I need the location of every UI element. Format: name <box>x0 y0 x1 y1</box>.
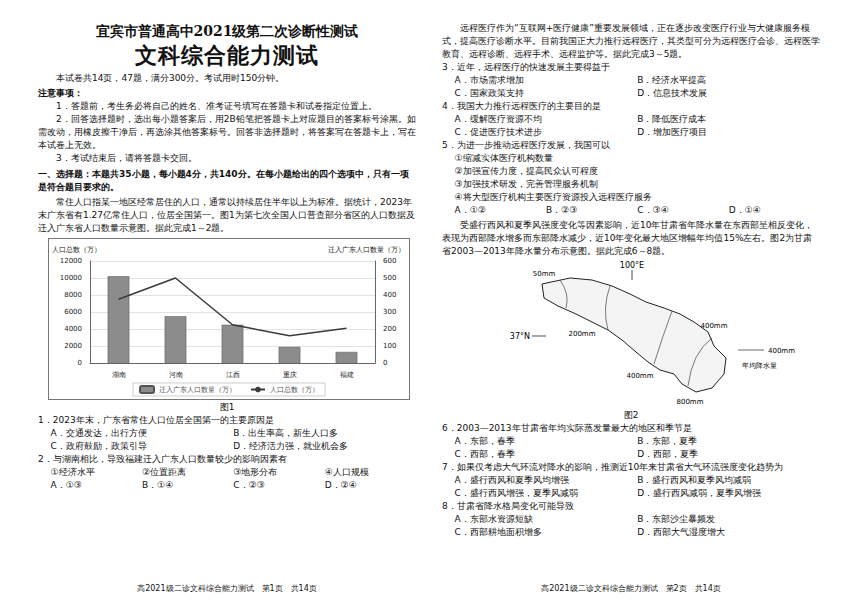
html-text:A．缓解医疗资源不均: A．缓解医疗资源不均 <box>454 114 542 124</box>
html-text:B．①④: B．①④ <box>141 480 174 490</box>
svg-text:迁入广东人口数量（万）: 迁入广东人口数量（万） <box>159 386 236 394</box>
svg-text:2000: 2000 <box>64 342 82 350</box>
html-text:7．如果仅考虑大气环流对降水的影响，推测近10年来甘肃省大气: 7．如果仅考虑大气环流对降水的影响，推测近10年来甘肃省大气环流强度变化趋势为 <box>442 462 784 472</box>
svg-text:人口总数（万）: 人口总数（万） <box>270 386 319 394</box>
svg-text:37°N: 37°N <box>510 332 530 341</box>
html-text:D．盛行西风减弱，夏季风增强: D．盛行西风减弱，夏季风增强 <box>637 488 762 498</box>
html-text:A．交通发达，出行方便: A．交通发达，出行方便 <box>50 428 147 438</box>
html-text:1．答题前，考生务必将自己的姓名、准考证号填写在答题卡和试卷: 1．答题前，考生务必将自己的姓名、准考证号填写在答题卡和试卷指定位置上。 <box>56 101 377 111</box>
svg-text:200mm: 200mm <box>569 330 596 338</box>
svg-text:迁入广东人口数量（万）: 迁入广东人口数量（万） <box>328 246 405 254</box>
html-text:6．2003—2013年甘肃省年均实际蒸发量最大的地区和季节: 6．2003—2013年甘肃省年均实际蒸发量最大的地区和季节是 <box>442 423 692 433</box>
svg-text:0: 0 <box>383 359 387 367</box>
svg-text:10000: 10000 <box>60 274 82 282</box>
svg-text:8000: 8000 <box>64 291 82 299</box>
html-text:8．甘肃省降水格局变化可能导致: 8．甘肃省降水格局变化可能导致 <box>442 501 574 511</box>
svg-text:400: 400 <box>383 291 396 299</box>
html-text:宜宾市普通高中2021级第二次诊断性测试: 宜宾市普通高中2021级第二次诊断性测试 <box>95 23 359 39</box>
html-text:A．市场需求增加: A．市场需求增加 <box>454 75 524 85</box>
html-text:①缩减实体医疗机构数量: ①缩减实体医疗机构数量 <box>454 153 553 163</box>
html-text:图2: 图2 <box>623 410 639 420</box>
html-text:远程医疗作为“互联网+医疗健康”重要发展领域，正在逐步改变医: 远程医疗作为“互联网+医疗健康”重要发展领域，正在逐步改变医疗行业与大健康服务模… <box>442 23 820 59</box>
html-text:1．2023年末，广东省常住人口位居全国第一的主要原因是: 1．2023年末，广东省常住人口位居全国第一的主要原因是 <box>38 415 274 425</box>
svg-text:400mm: 400mm <box>701 322 728 330</box>
html-text:D．①④: D．①④ <box>728 205 761 215</box>
html-text:4．我国大力推行远程医疗的主要目的是: 4．我国大力推行远程医疗的主要目的是 <box>442 101 601 111</box>
html-text:2．回答选择题时，选出每小题答案后，用2B铅笔把答题卡上对应: 2．回答选择题时，选出每小题答案后，用2B铅笔把答题卡上对应题目的答案标号涂黑。… <box>38 114 416 150</box>
html-text:C．西部，春季: C．西部，春季 <box>454 449 515 459</box>
svg-text:4000: 4000 <box>64 325 82 333</box>
html-text:A．东部，春季: A．东部，春季 <box>454 436 515 446</box>
html-text:C．促进医疗技术进步: C．促进医疗技术进步 <box>454 127 542 137</box>
html-text:B．出生率高，新生人口多: B．出生率高，新生人口多 <box>233 428 339 438</box>
html-text:3．考试结束后，请将答题卡交回。: 3．考试结束后，请将答题卡交回。 <box>56 153 197 163</box>
svg-text:500: 500 <box>383 274 396 282</box>
html-text:④将大型医疗机构主要医疗资源投入远程医疗服务: ④将大型医疗机构主要医疗资源投入远程医疗服务 <box>454 192 652 202</box>
html-text:D．西部大气湿度增大: D．西部大气湿度增大 <box>637 527 726 537</box>
svg-text:河南: 河南 <box>169 371 183 379</box>
svg-text:100°E: 100°E <box>620 261 644 270</box>
html-text:D．增加医疗项目: D．增加医疗项目 <box>637 127 708 137</box>
html-text:受盛行西风和夏季风强度变化等因素影响，近10年甘肃省年降水量: 受盛行西风和夏季风强度变化等因素影响，近10年甘肃省年降水量在东西部呈相反变化，… <box>442 220 814 256</box>
svg-text:300: 300 <box>383 308 396 316</box>
html-text:D．信息技术发展: D．信息技术发展 <box>637 88 708 98</box>
html-text:B．东部，夏季: B．东部，夏季 <box>637 436 698 446</box>
html-text:高2021级二诊文科综合能力测试 第2页 共14页: 高2021级二诊文科综合能力测试 第2页 共14页 <box>541 584 721 593</box>
html-text:③加强技术研发，完善管理服务机制: ③加强技术研发，完善管理服务机制 <box>454 179 598 189</box>
html-text:④人口规模: ④人口规模 <box>324 467 369 477</box>
html-text:C．盛行西风增强，夏季风减弱: C．盛行西风增强，夏季风减弱 <box>454 488 578 498</box>
html-text:C．西部耕地面积增多: C．西部耕地面积增多 <box>454 527 542 537</box>
html-text:D．经济活力强，就业机会多: D．经济活力强，就业机会多 <box>233 441 349 451</box>
html-text:文科综合能力测试: 文科综合能力测试 <box>135 42 319 68</box>
html-text:B．盛行西风和夏季风均减弱: B．盛行西风和夏季风均减弱 <box>637 475 752 485</box>
html-text:①经济水平: ①经济水平 <box>50 467 95 477</box>
svg-text:400mm: 400mm <box>627 372 654 380</box>
html-text:5．为进一步推动远程医疗发展，我国可以: 5．为进一步推动远程医疗发展，我国可以 <box>442 140 610 150</box>
html-text:②位置距离: ②位置距离 <box>141 467 186 477</box>
html-text:一、选择题：本题共35小题，每小题4分，共140分。在每小题: 一、选择题：本题共35小题，每小题4分，共140分。在每小题给出的四个选项中，只… <box>38 169 409 192</box>
html-text:图1: 图1 <box>219 402 235 412</box>
svg-text:重庆: 重庆 <box>283 371 297 379</box>
html-text:C．政府鼓励，政策引导: C．政府鼓励，政策引导 <box>50 441 147 451</box>
html-text:注意事项：: 注意事项： <box>38 88 83 98</box>
html-text:D．西部，夏季: D．西部，夏季 <box>637 449 699 459</box>
html-text:C．③④: C．③④ <box>637 205 669 215</box>
html-text:B．经济水平提高: B．经济水平提高 <box>637 75 707 85</box>
svg-text:6000: 6000 <box>64 308 82 316</box>
html-text:常住人口指某一地区经常居住的人口，通常以持续居住半年以上为标: 常住人口指某一地区经常居住的人口，通常以持续居住半年以上为标准。据统计，2023… <box>38 197 415 233</box>
html-text:A．①②: A．①② <box>454 205 486 215</box>
html-text:高2021级二诊文科综合能力测试 第1页 共14页: 高2021级二诊文科综合能力测试 第1页 共14页 <box>137 584 317 593</box>
svg-text:12000: 12000 <box>60 257 82 265</box>
svg-text:200: 200 <box>383 325 396 333</box>
html-text:本试卷共14页，47题，满分300分。考试用时150分钟。: 本试卷共14页，47题，满分300分。考试用时150分钟。 <box>56 73 285 83</box>
svg-text:50mm: 50mm <box>533 270 556 278</box>
html-text:C．②③: C．②③ <box>233 480 265 490</box>
svg-text:100: 100 <box>383 342 396 350</box>
svg-text:年均降水量: 年均降水量 <box>742 362 777 370</box>
svg-text:湖南: 湖南 <box>112 371 126 379</box>
html-text:B．②③: B．②③ <box>545 205 578 215</box>
html-text:A．①③: A．①③ <box>50 480 82 490</box>
html-text:C．国家政策支持: C．国家政策支持 <box>454 88 524 98</box>
html-text:D．②④: D．②④ <box>324 480 357 490</box>
html-text:③地形分布: ③地形分布 <box>233 467 278 477</box>
html-text:2．与湖南相比，导致福建迁入广东人口数量较少的影响因素有: 2．与湖南相比，导致福建迁入广东人口数量较少的影响因素有 <box>38 454 287 464</box>
svg-text:0: 0 <box>78 359 82 367</box>
html-text:B．东部沙尘暴频发: B．东部沙尘暴频发 <box>637 514 716 524</box>
svg-text:800mm: 800mm <box>677 398 704 406</box>
html-text:A．盛行西风和夏季风均增强: A．盛行西风和夏季风均增强 <box>454 475 569 485</box>
svg-text:江西: 江西 <box>226 371 240 379</box>
html-text:B．降低医疗成本: B．降低医疗成本 <box>637 114 707 124</box>
svg-text:福建: 福建 <box>340 371 354 379</box>
svg-text:人口总数（万）: 人口总数（万） <box>52 246 101 254</box>
html-text:A．东部水资源短缺: A．东部水资源短缺 <box>454 514 533 524</box>
svg-text:400mm: 400mm <box>768 347 795 355</box>
html-text:3．近年，远程医疗的快速发展主要得益于: 3．近年，远程医疗的快速发展主要得益于 <box>442 62 610 72</box>
svg-text:600: 600 <box>383 257 396 265</box>
html-text:②加强宣传力度，提高民众认可程度: ②加强宣传力度，提高民众认可程度 <box>454 166 598 176</box>
